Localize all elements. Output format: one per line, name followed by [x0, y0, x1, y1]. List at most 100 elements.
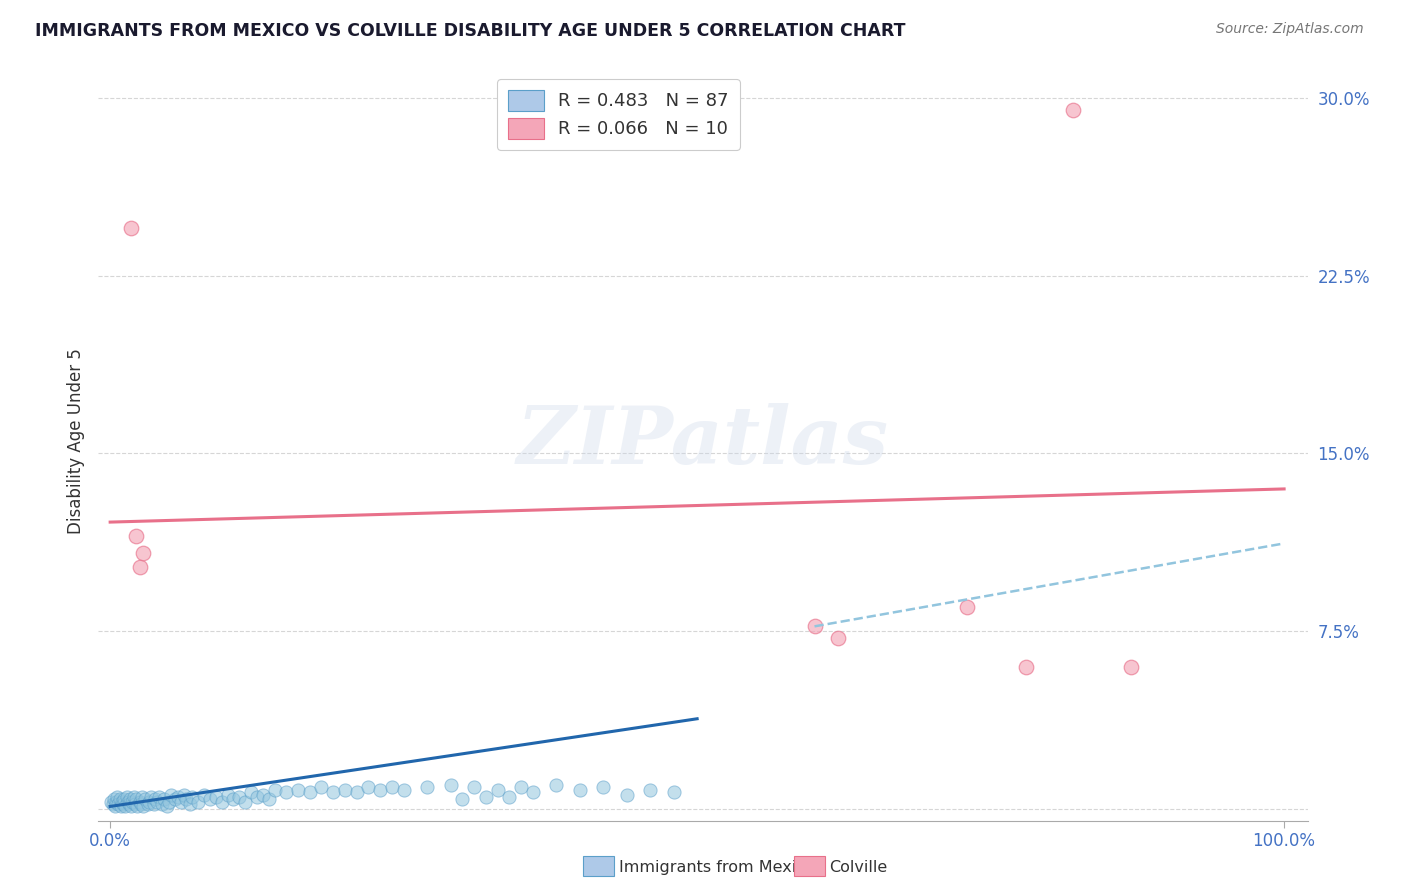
Point: [475, 789, 498, 804]
Point: [117, 795, 139, 809]
Point: [110, 799, 132, 814]
Point: [381, 780, 404, 795]
Y-axis label: Disability Age Under 5: Disability Age Under 5: [66, 349, 84, 534]
Point: [217, 788, 239, 802]
Point: [124, 797, 146, 811]
Point: [522, 785, 544, 799]
Point: [276, 785, 298, 799]
Point: [827, 631, 849, 645]
Point: [101, 797, 124, 811]
Point: [181, 789, 204, 804]
Point: [131, 789, 153, 804]
Point: [311, 780, 333, 795]
Point: [252, 788, 274, 802]
Point: [193, 788, 215, 802]
Text: Immigrants from Mexico: Immigrants from Mexico: [619, 860, 814, 874]
Point: [498, 789, 520, 804]
Point: [169, 795, 191, 809]
Point: [211, 795, 233, 809]
Point: [1121, 659, 1143, 673]
Point: [142, 797, 165, 811]
Point: [148, 789, 170, 804]
Point: [357, 780, 380, 795]
Point: [333, 782, 356, 797]
Point: [616, 788, 638, 802]
Point: [187, 795, 209, 809]
Point: [392, 782, 415, 797]
Point: [121, 795, 143, 809]
Point: [198, 792, 221, 806]
Point: [257, 792, 280, 806]
Point: [167, 789, 190, 804]
Text: Colville: Colville: [830, 860, 887, 874]
Point: [112, 797, 135, 811]
Point: [546, 778, 568, 792]
Text: Source: ZipAtlas.com: Source: ZipAtlas.com: [1216, 22, 1364, 37]
Point: [104, 799, 127, 814]
Point: [115, 789, 138, 804]
Point: [105, 789, 128, 804]
Point: [592, 780, 614, 795]
Point: [368, 782, 391, 797]
Point: [155, 799, 177, 814]
Point: [100, 795, 122, 809]
Point: [146, 795, 169, 809]
Point: [132, 799, 155, 814]
Point: [662, 785, 685, 799]
Point: [136, 797, 159, 811]
Point: [153, 792, 176, 806]
Text: IMMIGRANTS FROM MEXICO VS COLVILLE DISABILITY AGE UNDER 5 CORRELATION CHART: IMMIGRANTS FROM MEXICO VS COLVILLE DISAB…: [35, 22, 905, 40]
Point: [125, 792, 148, 806]
Point: [956, 600, 979, 615]
Point: [141, 789, 163, 804]
Point: [160, 788, 183, 802]
Point: [176, 792, 198, 806]
Point: [128, 795, 150, 809]
Point: [111, 795, 134, 809]
Point: [120, 792, 142, 806]
Point: [638, 782, 661, 797]
Point: [118, 797, 141, 811]
Point: [322, 785, 344, 799]
Point: [122, 789, 145, 804]
Point: [134, 792, 156, 806]
Point: [138, 795, 160, 809]
Point: [143, 792, 166, 806]
Text: ZIPatlas: ZIPatlas: [517, 403, 889, 480]
Point: [240, 785, 263, 799]
Point: [128, 560, 150, 574]
Point: [127, 799, 149, 814]
Point: [298, 785, 321, 799]
Point: [132, 546, 155, 560]
Point: [222, 792, 245, 806]
Point: [114, 799, 136, 814]
Point: [463, 780, 485, 795]
Point: [439, 778, 461, 792]
Point: [346, 785, 368, 799]
Point: [416, 780, 439, 795]
Point: [157, 795, 180, 809]
Point: [120, 221, 142, 235]
Point: [568, 782, 591, 797]
Point: [112, 792, 135, 806]
Point: [179, 797, 201, 811]
Point: [125, 529, 148, 543]
Point: [1062, 103, 1084, 117]
Point: [120, 799, 142, 814]
Point: [228, 789, 250, 804]
Point: [263, 782, 285, 797]
Point: [486, 782, 509, 797]
Point: [510, 780, 533, 795]
Point: [105, 795, 128, 809]
Point: [107, 797, 129, 811]
Point: [204, 789, 226, 804]
Legend: R = 0.483   N = 87, R = 0.066   N = 10: R = 0.483 N = 87, R = 0.066 N = 10: [496, 79, 740, 150]
Point: [108, 792, 131, 806]
Point: [150, 797, 173, 811]
Point: [803, 619, 825, 633]
Point: [246, 789, 269, 804]
Point: [129, 797, 152, 811]
Point: [451, 792, 474, 806]
Point: [1015, 659, 1038, 673]
Point: [173, 788, 195, 802]
